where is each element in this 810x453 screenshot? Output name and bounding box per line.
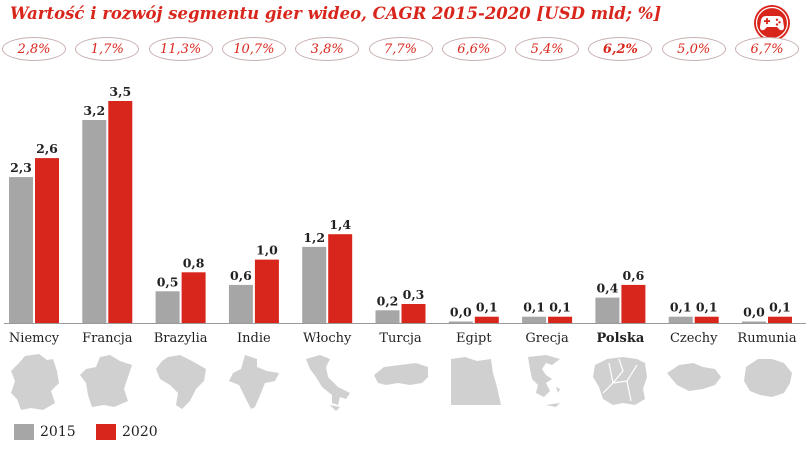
cagr-badge-francja: 1,7%	[75, 37, 140, 61]
data-label-2015-turcja: 0,2	[377, 293, 399, 308]
map-niemcy-icon	[11, 354, 59, 410]
cagr-badge-rumunia: 6,7%	[735, 37, 799, 61]
bar-2015-indie	[228, 284, 253, 323]
data-label-2020-niemcy: 2,6	[36, 141, 58, 156]
bar-2015-turcja	[375, 310, 400, 323]
cagr-badge-turcja: 7,7%	[368, 37, 433, 61]
data-label-2020-czechy: 0,1	[696, 300, 718, 315]
cagr-badge-grecja: 5,4%	[515, 37, 580, 61]
data-label-2020-francja: 3,5	[109, 84, 131, 99]
data-label-2020-turcja: 0,3	[403, 287, 425, 302]
cagr-badge-wlochy: 3,8%	[295, 37, 360, 61]
category-label-rumunia: Rumunia	[737, 331, 797, 346]
bar-2015-polska	[595, 297, 620, 323]
map-egipt-icon	[450, 357, 501, 405]
legend-item-2015: 2015	[14, 424, 76, 440]
map-wlochy-icon	[306, 355, 351, 411]
map-czechy-icon	[666, 363, 721, 391]
bar-2015-grecja	[522, 316, 547, 323]
legend-item-2020: 2020	[96, 424, 158, 440]
data-label-2015-grecja: 0,1	[523, 300, 545, 315]
bar-2015-brazylia	[155, 291, 180, 323]
bar-2015-wlochy	[302, 246, 327, 323]
bar-2015-rumunia	[742, 321, 766, 323]
map-rumunia-icon	[744, 359, 792, 397]
map-grecja-icon	[528, 355, 561, 407]
category-label-niemcy: Niemcy	[8, 331, 60, 346]
data-label-2015-indie: 0,6	[230, 268, 252, 283]
bar-2020-polska	[621, 284, 646, 323]
data-label-2015-brazylia: 0,5	[157, 274, 179, 289]
bar-2015-francja	[82, 120, 107, 323]
data-label-2020-brazylia: 0,8	[183, 255, 205, 270]
bar-2020-francja	[108, 101, 133, 323]
map-francja-icon	[80, 355, 133, 407]
legend-label-2015: 2015	[40, 424, 76, 440]
map-turcja-icon	[373, 363, 428, 385]
data-label-2015-polska: 0,4	[597, 281, 619, 296]
data-label-2015-rumunia: 0,0	[743, 305, 765, 320]
cagr-badge-niemcy: 2,8%	[2, 37, 66, 61]
chart-title: Wartość i rozwój segmentu gier wideo, CA…	[10, 4, 662, 23]
category-label-wlochy: Włochy	[302, 331, 352, 346]
data-label-2020-rumunia: 0,1	[769, 300, 791, 315]
cagr-badge-indie: 10,7%	[221, 37, 286, 61]
data-label-2020-grecja: 0,1	[549, 300, 571, 315]
bar-2020-grecja	[548, 316, 573, 323]
bar-2020-czechy	[694, 316, 719, 323]
data-label-2015-egipt: 0,0	[450, 305, 472, 320]
category-label-grecja: Grecja	[525, 331, 569, 346]
bar-2015-egipt	[448, 321, 473, 323]
legend-swatch-2020	[96, 424, 116, 440]
cagr-badge-egipt: 6,6%	[441, 37, 506, 61]
data-label-2020-indie: 1,0	[256, 243, 278, 258]
bar-2020-wlochy	[328, 234, 353, 323]
category-label-turcja: Turcja	[379, 331, 422, 346]
bar-2015-czechy	[668, 316, 693, 323]
data-label-2020-polska: 0,6	[623, 268, 645, 283]
cagr-badge-polska: 6,2%	[588, 37, 653, 61]
category-label-polska: Polska	[596, 331, 645, 346]
map-polska-icon	[593, 357, 648, 405]
category-label-czechy: Czechy	[669, 331, 718, 346]
cagr-badge-czechy: 5,0%	[661, 37, 726, 61]
bar-2020-brazylia	[181, 272, 206, 323]
data-label-2020-egipt: 0,1	[476, 300, 498, 315]
map-brazylia-icon	[155, 355, 206, 409]
category-label-brazylia: Brazylia	[153, 331, 208, 346]
data-label-2015-francja: 3,2	[83, 103, 105, 118]
category-label-indie: Indie	[237, 331, 271, 346]
bar-2020-niemcy	[35, 158, 59, 323]
legend-label-2020: 2020	[122, 424, 158, 440]
category-label-francja: Francja	[82, 331, 133, 346]
category-label-egipt: Egipt	[456, 331, 492, 346]
bar-2020-indie	[254, 259, 279, 323]
data-label-2020-wlochy: 1,4	[329, 217, 351, 232]
bar-2020-egipt	[474, 316, 499, 323]
cagr-badge-brazylia: 11,3%	[148, 37, 213, 61]
bar-2020-turcja	[401, 304, 426, 323]
data-label-2015-wlochy: 1,2	[303, 230, 325, 245]
legend-swatch-2015	[14, 424, 34, 440]
bar-chart: 2,3 2,6 3,2 3,5 0,5 0,8 0,6 1,0 1,2 1,4 0,2 0,3 0,0 0…	[4, 84, 806, 324]
data-label-2015-niemcy: 2,3	[10, 160, 32, 175]
bar-2015-niemcy	[9, 177, 33, 323]
map-indie-icon	[228, 355, 279, 409]
data-label-2015-czechy: 0,1	[670, 300, 692, 315]
bar-2020-rumunia	[768, 316, 792, 323]
